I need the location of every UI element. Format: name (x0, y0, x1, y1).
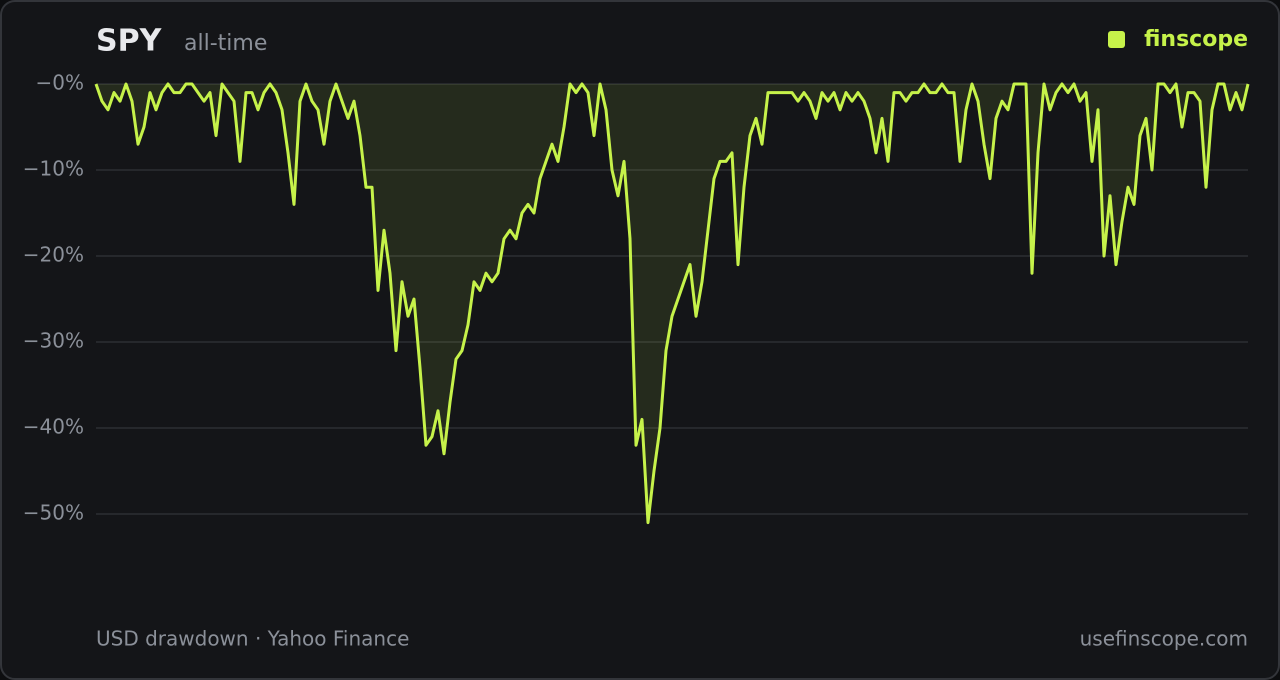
footer-site: usefinscope.com (1080, 627, 1248, 651)
chart-subtitle: all-time (184, 31, 267, 56)
drawdown-line (94, 82, 1250, 525)
y-tick-label: −0% (36, 71, 85, 95)
y-tick-label: −10% (23, 157, 84, 181)
footer-source: USD drawdown · Yahoo Finance (96, 627, 409, 651)
chart-title: SPY (96, 24, 163, 59)
y-tick-label: −50% (23, 501, 84, 525)
y-tick-label: −40% (23, 415, 84, 439)
y-tick-label: −20% (23, 243, 84, 267)
brand-name: finscope (1144, 27, 1248, 52)
y-tick-label: −30% (23, 329, 84, 353)
brand-icon (1108, 31, 1125, 48)
drawdown-area (96, 84, 1248, 523)
